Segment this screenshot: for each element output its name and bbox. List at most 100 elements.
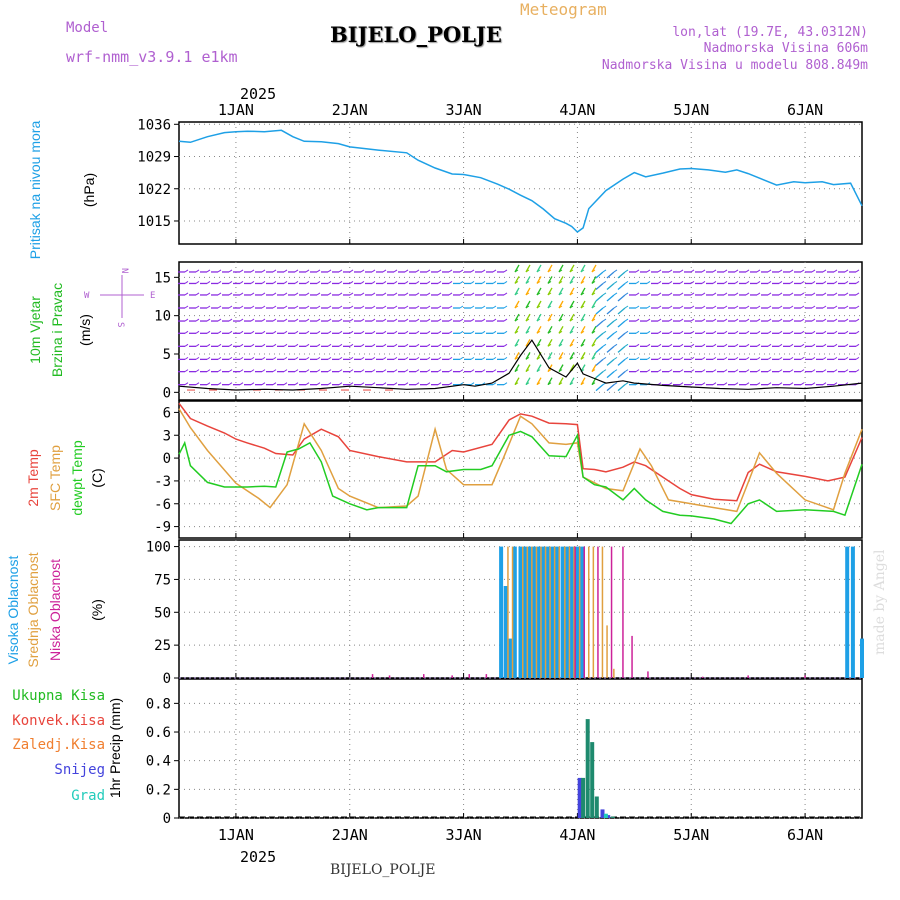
wind-arrow-head bbox=[503, 330, 508, 334]
wind-arrow bbox=[525, 264, 531, 273]
wind-arrow-head bbox=[503, 343, 508, 347]
wind-arrow-head bbox=[789, 330, 794, 334]
wind-arrow-head bbox=[723, 382, 728, 386]
precip-legend-snow: Snijeg bbox=[54, 762, 105, 778]
precip-bar-snow bbox=[606, 815, 611, 818]
wind-arrow bbox=[595, 294, 604, 302]
wind-arrow-head bbox=[789, 382, 794, 386]
wind-arrow bbox=[536, 364, 542, 372]
wind-arrow bbox=[606, 332, 615, 340]
wind-arrow-head bbox=[613, 356, 618, 360]
wind-arrow-head bbox=[558, 369, 563, 373]
wind-arrow-head bbox=[338, 343, 343, 347]
wind-arrow-head bbox=[250, 369, 255, 373]
cloud-bar-mid_cloud bbox=[531, 546, 533, 678]
wind-arrow-head bbox=[393, 382, 398, 386]
wind-arrow bbox=[606, 271, 615, 279]
wind-arrow-head bbox=[459, 343, 464, 347]
wind-arrow-head bbox=[613, 369, 618, 373]
y-tick-label: 0 bbox=[163, 811, 171, 827]
wind-arrow bbox=[525, 377, 531, 385]
wind-arrow-head bbox=[228, 292, 233, 296]
wind-arrow-head bbox=[459, 305, 464, 309]
wind-arrow-head bbox=[646, 356, 651, 360]
wind-arrow-head bbox=[811, 318, 816, 322]
wind-arrow-head bbox=[668, 330, 673, 334]
wind-arrow-head bbox=[371, 343, 376, 347]
wind-arrow-head bbox=[415, 343, 420, 347]
wind-arrow-head bbox=[624, 305, 629, 309]
wind-arrow-head bbox=[591, 369, 596, 373]
cloud-bar-low_cloud bbox=[371, 674, 374, 678]
wind-arrow-head bbox=[690, 343, 695, 347]
wind-arrow-head bbox=[547, 281, 552, 284]
y-tick-label: 5 bbox=[163, 347, 171, 363]
wind-arrow-head bbox=[844, 292, 849, 296]
cloud-bar-low_cloud bbox=[647, 671, 649, 678]
wind-arrow-head bbox=[811, 369, 816, 373]
wind-arrow-head bbox=[536, 356, 541, 360]
wind-arrow-head bbox=[800, 281, 805, 284]
wind-arrow bbox=[617, 282, 626, 290]
wind-arrow-head bbox=[690, 356, 695, 360]
wind-arrow-head bbox=[503, 305, 508, 309]
wind-arrow-head bbox=[393, 343, 398, 347]
wind-arrow bbox=[525, 352, 531, 360]
cloud-bar-high_cloud bbox=[545, 546, 550, 678]
wind-arrow-head bbox=[184, 269, 189, 273]
wind-arrow-head bbox=[514, 330, 519, 334]
wind-arrow-head bbox=[503, 382, 508, 386]
wind-arrow-head bbox=[426, 330, 431, 334]
pressure-ylabel: (hPa) bbox=[81, 173, 97, 207]
wind-arrow-head bbox=[184, 281, 189, 284]
wind-arrow bbox=[547, 287, 553, 296]
wind-arrow-head bbox=[272, 305, 277, 309]
wind-arrow-head bbox=[822, 318, 827, 322]
wind-arrow-head bbox=[338, 382, 343, 386]
wind-arrow-head bbox=[778, 369, 783, 373]
wind-arrow-head bbox=[492, 269, 497, 273]
wind-arrow-head bbox=[184, 292, 189, 296]
wind-arrow-head bbox=[525, 382, 530, 386]
wind-arrow-head bbox=[547, 269, 552, 273]
wind-arrow-head bbox=[679, 292, 684, 296]
wind-arrow-head bbox=[734, 343, 739, 347]
wind-arrow-head bbox=[569, 305, 574, 309]
wind-arrow-head bbox=[822, 305, 827, 309]
wind-arrow bbox=[514, 325, 520, 334]
panel-frame bbox=[178, 400, 863, 539]
wind-arrow bbox=[569, 313, 575, 322]
wind-arrow-head bbox=[228, 343, 233, 347]
wind-arrow-head bbox=[349, 292, 354, 296]
wind-arrow-head bbox=[723, 356, 728, 360]
wind-arrow-head bbox=[503, 281, 508, 284]
wind-arrow-head bbox=[470, 292, 475, 296]
wind-arrow-head bbox=[228, 330, 233, 334]
wind-arrow-head bbox=[767, 269, 772, 273]
cloud-bar-high_cloud bbox=[527, 546, 532, 678]
wind-arrow-head bbox=[624, 281, 629, 284]
cloud-bar-low_cloud bbox=[451, 675, 453, 678]
wind-arrow-head bbox=[250, 292, 255, 296]
wind-arrow-head bbox=[360, 292, 365, 296]
wind-arrow-head bbox=[580, 343, 585, 347]
wind-arrow-head bbox=[855, 281, 860, 284]
wind-arrow-head bbox=[789, 343, 794, 347]
temp-ylabel: (C) bbox=[89, 468, 105, 487]
wind-arrow-head bbox=[723, 269, 728, 273]
wind-arrow-head bbox=[261, 292, 266, 296]
wind-arrow-head bbox=[701, 318, 706, 322]
cloud-bar-high_cloud bbox=[575, 546, 580, 678]
wind-arrow-head bbox=[272, 281, 277, 284]
wind-arrow-head bbox=[349, 281, 354, 284]
wind-arrow-head bbox=[734, 356, 739, 360]
wind-arrow-head bbox=[228, 382, 233, 386]
wind-arrow-head bbox=[723, 343, 728, 347]
wind-arrow-head bbox=[437, 281, 442, 284]
wind-arrow bbox=[525, 287, 531, 296]
wind-arrow-head bbox=[811, 281, 816, 284]
wind-arrow-head bbox=[371, 382, 376, 386]
wind-arrow-head bbox=[206, 305, 211, 309]
wind-arrow-head bbox=[569, 281, 574, 284]
